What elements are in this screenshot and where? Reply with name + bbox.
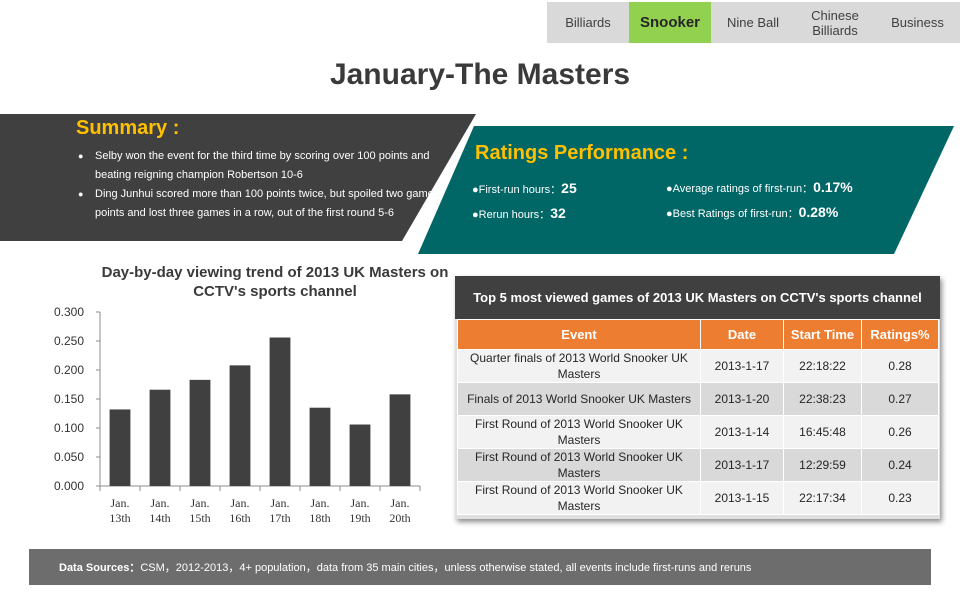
x-tick-label: 14th <box>149 511 170 525</box>
top-games-table: Event Date Start Time Ratings% Quarter f… <box>457 319 939 515</box>
table-title: Top 5 most viewed games of 2013 UK Maste… <box>455 276 940 319</box>
column-header-event: Event <box>457 319 701 350</box>
bar <box>309 407 331 486</box>
cell-date: 2013-1-20 <box>700 382 784 416</box>
cell-event: Finals of 2013 World Snooker UK Masters <box>457 382 701 416</box>
cell-event: First Round of 2013 World Snooker UK Mas… <box>457 448 701 482</box>
viewing-trend-chart: 0.0000.0500.1000.1500.2000.2500.300Jan.1… <box>54 305 421 525</box>
rerun-hours-label: ●Rerun hours： <box>472 209 551 221</box>
page-title: January-The Masters <box>329 58 631 91</box>
cell-date: 2013-1-17 <box>700 349 784 383</box>
bar <box>149 389 171 486</box>
table-row: First Round of 2013 World Snooker UK Mas… <box>457 415 939 449</box>
tab-snooker[interactable]: Snooker <box>629 2 711 43</box>
cell-date: 2013-1-15 <box>700 481 784 515</box>
first-run-hours-label: ●First-run hours： <box>472 184 562 196</box>
cell-start-time: 22:18:22 <box>783 349 862 383</box>
x-tick-label: 16th <box>229 511 250 525</box>
summary-item: Selby won the event for the third time b… <box>78 147 438 185</box>
summary-list: Selby won the event for the third time b… <box>78 147 438 223</box>
x-tick-label: Jan. <box>111 496 130 510</box>
best-ratings-value: 0.28% <box>798 204 839 220</box>
average-ratings-value: 0.17% <box>813 179 853 195</box>
column-header-ratings: Ratings% <box>861 319 939 350</box>
column-header-date: Date <box>700 319 784 350</box>
x-tick-label: Jan. <box>231 496 250 510</box>
bar <box>109 409 131 486</box>
x-tick-label: Jan. <box>311 496 330 510</box>
cell-date: 2013-1-17 <box>700 448 784 482</box>
summary-title: Summary : <box>76 117 180 139</box>
data-sources-text: CSM，2012-2013，4+ population，data from 35… <box>140 562 752 574</box>
x-tick-label: 19th <box>349 511 370 525</box>
x-tick-label: 13th <box>109 511 130 525</box>
x-tick-label: Jan. <box>271 496 290 510</box>
ratings-panel-background <box>418 126 954 254</box>
average-ratings: ●Average ratings of first-run：0.17% <box>666 179 853 196</box>
best-ratings: ●Best Ratings of first-run：0.28% <box>666 204 838 221</box>
cell-event: Quarter finals of 2013 World Snooker UK … <box>457 349 701 383</box>
data-sources-label: Data Sources： <box>59 562 141 574</box>
y-tick-label: 0.300 <box>54 305 84 319</box>
cell-start-time: 22:17:34 <box>783 481 862 515</box>
cell-ratings: 0.28 <box>861 349 939 383</box>
x-tick-label: 18th <box>309 511 330 525</box>
table-row: First Round of 2013 World Snooker UK Mas… <box>457 448 939 482</box>
cell-ratings: 0.26 <box>861 415 939 449</box>
cell-ratings: 0.23 <box>861 481 939 515</box>
x-tick-label: Jan. <box>351 496 370 510</box>
cell-start-time: 16:45:48 <box>783 415 862 449</box>
rerun-hours-value: 32 <box>550 205 566 221</box>
x-tick-label: 15th <box>189 511 210 525</box>
cell-date: 2013-1-14 <box>700 415 784 449</box>
cell-event: First Round of 2013 World Snooker UK Mas… <box>457 415 701 449</box>
tab-billiards[interactable]: Billiards <box>565 15 611 30</box>
y-tick-label: 0.200 <box>54 363 84 377</box>
y-tick-label: 0.100 <box>54 421 84 435</box>
first-run-hours: ●First-run hours：25 <box>472 180 577 197</box>
x-tick-label: 20th <box>389 511 410 525</box>
cell-start-time: 12:29:59 <box>783 448 862 482</box>
ratings-title: Ratings Performance : <box>475 142 689 164</box>
y-tick-label: 0.150 <box>54 392 84 406</box>
y-tick-label: 0.250 <box>54 334 84 348</box>
rerun-hours: ●Rerun hours：32 <box>472 205 566 222</box>
bar <box>229 365 251 486</box>
table-row: Finals of 2013 World Snooker UK Masters … <box>457 382 939 416</box>
top-games-table-panel: Top 5 most viewed games of 2013 UK Maste… <box>455 276 940 519</box>
average-ratings-label: ●Average ratings of first-run： <box>666 183 814 195</box>
category-tabs: Billiards Snooker Nine Ball Chinese Bill… <box>547 2 960 43</box>
cell-start-time: 22:38:23 <box>783 382 862 416</box>
x-tick-label: 17th <box>269 511 290 525</box>
x-tick-label: Jan. <box>191 496 210 510</box>
cell-ratings: 0.24 <box>861 448 939 482</box>
first-run-hours-value: 25 <box>561 180 577 196</box>
table-row: First Round of 2013 World Snooker UK Mas… <box>457 481 939 515</box>
best-ratings-label: ●Best Ratings of first-run： <box>666 208 799 220</box>
bar <box>189 379 211 486</box>
cell-ratings: 0.27 <box>861 382 939 416</box>
x-tick-label: Jan. <box>151 496 170 510</box>
chart-title: Day-by-day viewing trend of 2013 UK Mast… <box>101 264 449 300</box>
x-tick-label: Jan. <box>391 496 410 510</box>
y-tick-label: 0.050 <box>54 450 84 464</box>
tab-nine-ball[interactable]: Nine Ball <box>726 15 780 30</box>
summary-item: Ding Junhui scored more than 100 points … <box>78 185 438 223</box>
bar <box>269 337 291 486</box>
table-row: Quarter finals of 2013 World Snooker UK … <box>457 349 939 383</box>
cell-event: First Round of 2013 World Snooker UK Mas… <box>457 481 701 515</box>
bar <box>349 424 371 486</box>
bar <box>389 394 411 486</box>
data-sources-footer: Data Sources： CSM，2012-2013，4+ populatio… <box>29 549 931 585</box>
column-header-start-time: Start Time <box>783 319 862 350</box>
y-tick-label: 0.000 <box>54 479 84 493</box>
tab-chinese-billiards[interactable]: Chinese Billiards <box>811 7 859 38</box>
tab-business[interactable]: Business <box>891 15 944 30</box>
